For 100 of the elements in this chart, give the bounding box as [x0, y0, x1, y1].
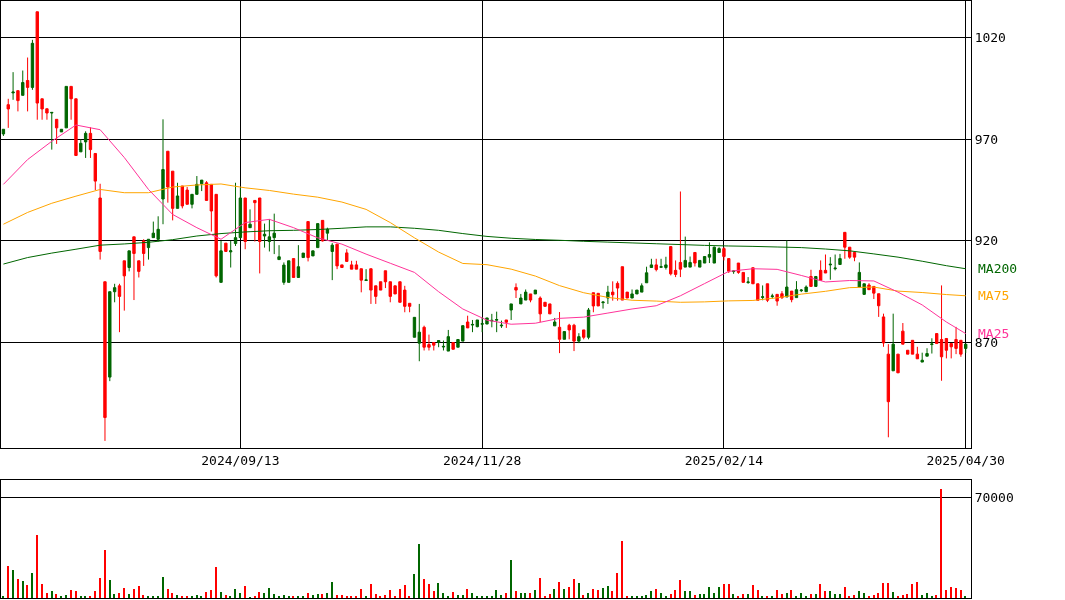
candlestick	[451, 342, 455, 350]
candlestick	[50, 111, 54, 151]
candlestick	[175, 182, 180, 209]
bar	[283, 595, 285, 598]
bar	[404, 585, 406, 598]
bar	[800, 593, 802, 598]
candlestick	[98, 183, 102, 261]
candlestick	[25, 57, 30, 112]
bar	[418, 544, 420, 598]
bar	[945, 590, 947, 598]
candlestick	[577, 332, 581, 344]
bar	[462, 595, 464, 598]
bar	[399, 589, 401, 598]
bar	[113, 594, 115, 598]
bar	[916, 582, 918, 598]
bar	[176, 595, 178, 598]
candlestick	[644, 266, 649, 284]
candlestick	[54, 118, 59, 145]
x-tick-label: 2025/04/30	[926, 452, 1005, 468]
candlestick	[470, 319, 475, 333]
bar	[22, 581, 24, 598]
candlestick	[306, 221, 310, 262]
bar	[732, 594, 734, 598]
candlestick	[499, 320, 504, 329]
candlestick	[330, 242, 334, 281]
candlestick	[311, 250, 315, 257]
bar	[452, 592, 454, 598]
candlestick	[514, 282, 518, 299]
bar	[65, 595, 67, 598]
bar	[602, 588, 604, 598]
bar	[824, 591, 826, 598]
candlestick	[557, 311, 562, 354]
bar	[70, 590, 72, 598]
bar	[331, 582, 333, 598]
bar	[268, 588, 270, 598]
candlestick	[591, 292, 596, 313]
bar	[118, 593, 120, 598]
bar	[863, 593, 865, 598]
candlestick	[881, 313, 886, 348]
candlestick	[528, 293, 533, 303]
bar	[510, 560, 512, 598]
candlestick	[117, 283, 122, 333]
candlestick	[11, 71, 15, 101]
candlestick	[364, 268, 368, 282]
candlestick	[702, 256, 707, 264]
bar	[109, 580, 111, 598]
candlestick	[137, 260, 141, 278]
candlestick	[601, 300, 605, 310]
bar	[258, 592, 260, 598]
bar	[534, 590, 536, 598]
candlestick	[504, 319, 509, 329]
bar	[587, 593, 589, 598]
bar	[471, 593, 473, 598]
candlestick	[760, 284, 765, 301]
bar	[906, 594, 908, 598]
bar	[757, 590, 759, 598]
bar	[529, 593, 531, 598]
bar	[389, 590, 391, 598]
bar	[955, 588, 957, 598]
candlestick	[770, 293, 774, 300]
bar	[196, 595, 198, 598]
bar	[539, 578, 541, 598]
bar	[655, 589, 657, 598]
bar	[694, 595, 696, 598]
bar	[36, 535, 38, 598]
bar	[123, 588, 125, 598]
bar	[7, 566, 9, 598]
x-tick-label: 2024/11/28	[443, 452, 522, 468]
bar	[104, 550, 106, 598]
bar	[75, 591, 77, 598]
candlestick	[828, 256, 832, 281]
bar	[873, 595, 875, 598]
candlestick	[30, 39, 35, 91]
bar	[215, 567, 217, 598]
candlestick	[818, 259, 823, 281]
candlestick	[606, 285, 610, 305]
candlestick	[693, 251, 697, 268]
bar	[128, 594, 130, 598]
bar	[563, 589, 565, 598]
candlestick	[509, 303, 513, 321]
bar	[423, 579, 425, 598]
bar	[616, 573, 618, 598]
candlestick	[925, 347, 929, 357]
candlestick	[494, 311, 499, 333]
candlestick	[649, 258, 654, 269]
candlestick	[185, 186, 189, 205]
candlestick	[910, 339, 915, 355]
candlestick	[83, 130, 88, 159]
bar	[336, 595, 338, 598]
bar	[273, 594, 275, 598]
candlestick	[103, 281, 107, 442]
bar	[55, 594, 57, 598]
bar	[244, 586, 246, 598]
candlestick	[823, 254, 828, 274]
candlestick	[814, 275, 818, 287]
bar	[210, 590, 212, 598]
bar	[684, 591, 686, 598]
candlestick	[707, 241, 712, 264]
candlestick	[654, 258, 658, 272]
bar	[786, 593, 788, 598]
